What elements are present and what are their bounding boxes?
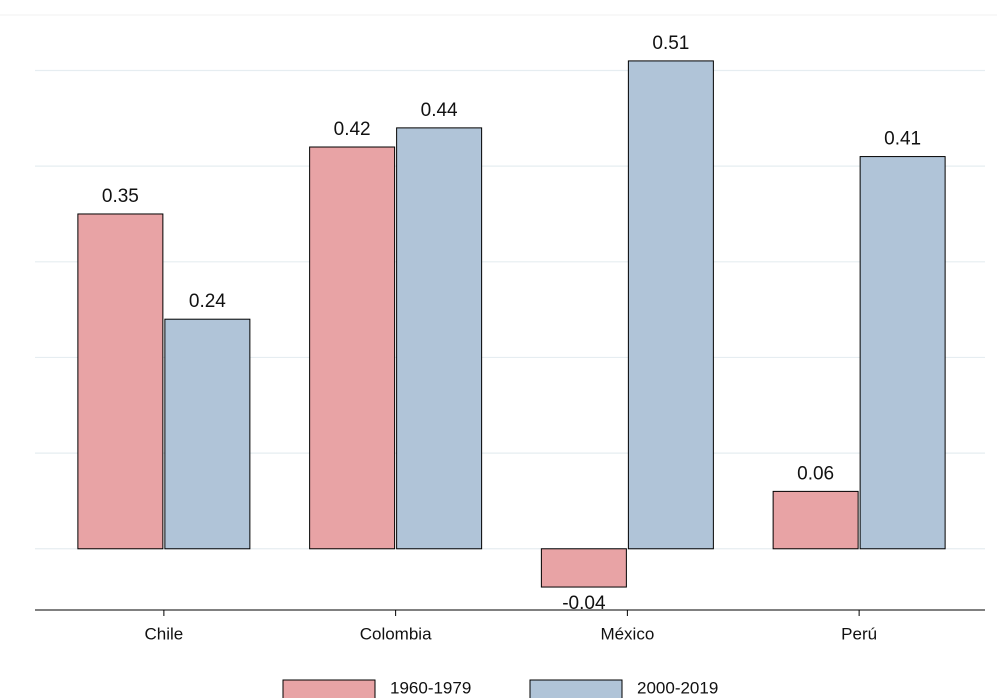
x-tick-label: México — [600, 624, 654, 643]
legend-label: 1960-1979 — [390, 678, 471, 697]
bar — [164, 318, 251, 550]
bar — [772, 490, 859, 550]
bar — [309, 146, 396, 550]
value-label: -0.04 — [562, 593, 606, 614]
legend-swatch — [529, 679, 623, 698]
x-tick-label: Chile — [145, 624, 184, 643]
value-label: 0.35 — [102, 186, 139, 207]
bar — [859, 156, 946, 550]
bar — [77, 213, 164, 550]
value-label: 0.44 — [421, 100, 458, 121]
legend-label: 2000-2019 — [637, 678, 718, 697]
bar — [540, 548, 627, 588]
value-label: 0.41 — [884, 129, 921, 150]
value-label: 0.06 — [797, 463, 834, 484]
x-tick-label: Colombia — [360, 624, 432, 643]
bar — [627, 60, 714, 550]
value-label: 0.42 — [334, 119, 371, 140]
x-tick-label: Perú — [841, 624, 877, 643]
bar — [396, 127, 483, 550]
value-label: 0.24 — [189, 291, 226, 312]
value-label: 0.51 — [652, 33, 689, 54]
legend-swatch — [282, 679, 376, 698]
